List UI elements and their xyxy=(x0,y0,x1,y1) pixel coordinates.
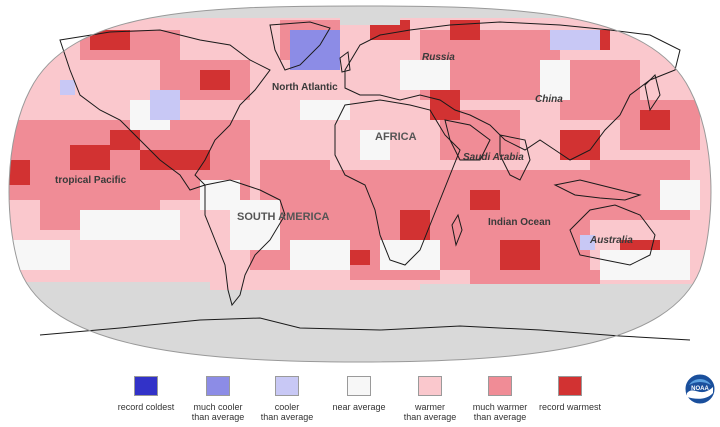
arabia-outline xyxy=(444,119,491,161)
label-russia: Russia xyxy=(422,52,455,63)
legend-near-average: near average xyxy=(319,376,399,412)
antarctica-outline xyxy=(39,317,691,341)
swatch-record-warmest xyxy=(558,376,582,396)
noaa-logo-text: NOAA xyxy=(691,386,709,392)
legend-cooler: cooler than average xyxy=(247,376,327,422)
madagascar-outline xyxy=(451,213,463,247)
near-average-regions xyxy=(10,60,700,280)
swatch-much-warmer xyxy=(488,376,512,396)
world-temperature-map: North Atlantic tropical Pacific Indian O… xyxy=(8,5,712,363)
africa-outline xyxy=(334,99,461,266)
legend-much-warmer: much warmer than average xyxy=(460,376,540,422)
swatch-cooler xyxy=(275,376,299,396)
south-america-outline xyxy=(204,179,286,307)
legend-record-warmest: record warmest xyxy=(530,376,610,412)
japan-outline xyxy=(644,74,661,112)
globe-outline xyxy=(8,5,712,363)
legend-label: much cooler than average xyxy=(191,402,245,422)
legend-record-coldest: record coldest xyxy=(106,376,186,412)
uk-outline xyxy=(339,51,351,73)
label-australia: Australia xyxy=(589,235,633,246)
label-china: China xyxy=(535,94,563,105)
australia-outline xyxy=(569,204,656,266)
label-north-atlantic: North Atlantic xyxy=(272,82,338,93)
swatch-record-coldest xyxy=(134,376,158,396)
label-tropical-pacific: tropical Pacific xyxy=(55,175,127,186)
legend-label: record coldest xyxy=(117,402,175,412)
legend-warmer: warmer than average xyxy=(390,376,470,422)
label-south-america: SOUTH AMERICA xyxy=(237,211,330,223)
legend-label: warmer than average xyxy=(403,402,457,422)
noaa-logo-icon: NOAA xyxy=(684,373,716,405)
label-africa: AFRICA xyxy=(375,131,417,143)
north-america-outline xyxy=(59,29,271,191)
swatch-near-average xyxy=(347,376,371,396)
eurasia-outline xyxy=(344,21,681,161)
india-outline xyxy=(499,134,531,181)
legend-label: near average xyxy=(332,402,386,412)
label-saudi-arabia: Saudi Arabia xyxy=(463,152,524,163)
coastlines xyxy=(39,21,691,341)
legend-label: cooler than average xyxy=(260,402,314,422)
swatch-warmer xyxy=(418,376,442,396)
legend-label: record warmest xyxy=(538,402,601,412)
legend-much-cooler: much cooler than average xyxy=(178,376,258,422)
greenland-outline xyxy=(269,21,331,71)
legend: record coldest much cooler than average c… xyxy=(0,372,720,427)
swatch-much-cooler xyxy=(206,376,230,396)
label-indian-ocean: Indian Ocean xyxy=(488,217,551,228)
legend-label: much warmer than average xyxy=(472,402,528,422)
indonesia-outline xyxy=(553,179,642,201)
